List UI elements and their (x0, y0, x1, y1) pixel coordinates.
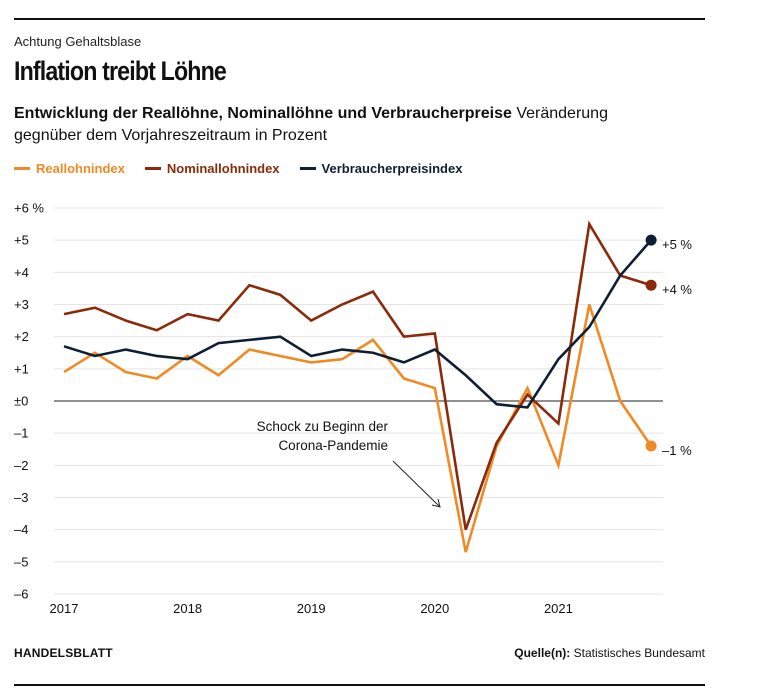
annotation-arrow-shaft (392, 460, 440, 507)
y-tick-label: +4 (14, 265, 29, 280)
annotation-arrow-head (431, 498, 441, 508)
x-tick-label: 2017 (50, 601, 79, 616)
y-tick-label: +2 (14, 329, 29, 344)
source-note: Quelle(n): Statistisches Bundesamt (514, 646, 705, 660)
subtitle-bold: Entwicklung der Reallöhne, Nominallöhne … (14, 105, 512, 122)
series-end-marker-3 (645, 234, 657, 246)
chart-subtitle: Entwicklung der Reallöhne, Nominallöhne … (14, 103, 674, 147)
legend-label-reallohn: Reallohnindex (36, 161, 125, 176)
legend-item-nominallohn: Nominallohnindex (144, 161, 280, 176)
y-tick-label: ±0 (14, 394, 28, 409)
y-tick-label: –6 (14, 587, 28, 602)
annotation-line-1: Schock zu Beginn der (257, 419, 389, 434)
y-tick-label: –5 (14, 554, 28, 569)
y-tick-label: –4 (14, 522, 28, 537)
y-tick-label: +1 (14, 361, 29, 376)
series-line-3 (63, 239, 653, 409)
y-tick-label: –1 (14, 426, 28, 441)
end-value-label: –1 % (662, 443, 692, 458)
legend-item-reallohn: Reallohnindex (14, 161, 125, 176)
subtitle-rest: Veränderung gegnüber dem Vorjahreszeitra… (14, 105, 608, 144)
end-value-label: +4 % (662, 282, 692, 297)
series-line-2 (63, 220, 652, 531)
publisher-brand: HANDELSBLATT (14, 646, 113, 660)
x-tick-label: 2018 (173, 601, 202, 616)
source-value: Statistisches Bundesamt (570, 646, 705, 660)
annotation-line-2: Corona-Pandemie (278, 438, 388, 453)
legend-item-verbraucherpreis: Verbraucherpreisindex (299, 161, 463, 176)
series-end-marker-2 (645, 279, 657, 291)
chart-title: Inflation treibt Löhne (14, 56, 227, 86)
x-tick-label: 2021 (544, 601, 573, 616)
y-tick-label: +3 (14, 297, 29, 312)
legend-swatch-verbraucherpreis (299, 167, 316, 170)
y-tick-label: –3 (14, 490, 28, 505)
kicker: Achtung Gehaltsblase (14, 34, 142, 49)
series-line-1 (63, 304, 653, 553)
y-tick-label: +5 (14, 233, 29, 248)
legend-swatch-reallohn (14, 167, 30, 170)
series-end-marker-1 (645, 440, 657, 452)
end-value-label: +5 % (662, 237, 692, 252)
y-tick-label: +6 % (14, 201, 44, 216)
x-tick-label: 2020 (420, 601, 449, 616)
top-rule (14, 18, 705, 20)
legend-swatch-nominallohn (144, 167, 161, 170)
bottom-rule (14, 684, 705, 686)
x-tick-label: 2019 (297, 601, 326, 616)
legend-label-verbraucherpreis: Verbraucherpreisindex (321, 161, 463, 176)
y-tick-label: –2 (14, 458, 28, 473)
legend: Reallohnindex Nominallohnindex Verbrauch… (14, 161, 462, 176)
legend-label-nominallohn: Nominallohnindex (166, 161, 280, 176)
source-label: Quelle(n): (514, 646, 571, 660)
